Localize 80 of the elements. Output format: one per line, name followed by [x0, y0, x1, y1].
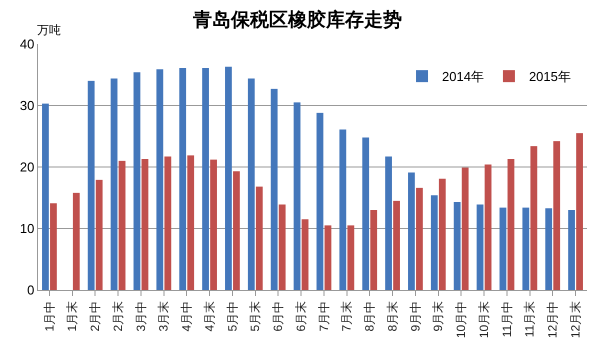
bar — [72, 192, 80, 290]
x-tick-label: 11月末 — [522, 300, 537, 338]
x-tick-label: 4月中 — [180, 300, 194, 332]
bar — [164, 156, 172, 290]
x-tick-label: 5月中 — [225, 300, 240, 332]
bar — [225, 66, 232, 290]
bar — [454, 202, 461, 290]
bar — [270, 88, 278, 290]
bar — [484, 164, 492, 290]
bar — [568, 210, 575, 290]
x-tick-label: 11月中 — [500, 300, 514, 338]
bar — [324, 225, 332, 290]
x-tick-label: 8月末 — [385, 300, 400, 332]
chart-title: 青岛保税区橡胶库存走势 — [192, 8, 402, 31]
x-tick-label: 12月中 — [546, 300, 560, 338]
y-tick-label: 0 — [27, 282, 34, 298]
bar — [500, 208, 506, 290]
bar — [393, 200, 400, 290]
bar — [416, 188, 423, 290]
y-tick-label: 20 — [20, 160, 34, 175]
bar — [142, 159, 148, 290]
bar — [42, 104, 49, 290]
x-tick-label: 3月中 — [134, 300, 148, 332]
x-tick-label: 2月中 — [88, 300, 102, 332]
x-tick-label: 9月中 — [408, 300, 422, 332]
legend-label: 2015年 — [528, 69, 571, 84]
bar — [110, 78, 118, 290]
x-tick-label: 7月末 — [340, 300, 354, 332]
bar — [508, 159, 514, 290]
y-tick-label: 40 — [20, 36, 34, 52]
x-tick-label: 10月末 — [476, 300, 491, 338]
y-axis-title: 万吨 — [37, 23, 61, 37]
bar — [370, 210, 378, 290]
x-tick-label: 2月末 — [110, 300, 125, 332]
x-tick-label: 6月中 — [271, 300, 286, 332]
bar — [522, 208, 530, 290]
legend-label: 2014年 — [442, 69, 484, 84]
bar — [202, 68, 209, 290]
bar — [134, 72, 140, 290]
bar — [294, 102, 300, 290]
x-tick-label: 6月末 — [294, 300, 308, 332]
bar — [576, 133, 583, 290]
bar — [248, 78, 255, 290]
x-tick-label: 3月末 — [156, 300, 171, 332]
x-tick-label: 7月中 — [316, 300, 331, 332]
bar — [96, 180, 103, 290]
x-tick-label: 9月末 — [431, 300, 446, 332]
bar — [362, 137, 370, 290]
bar — [545, 208, 552, 290]
x-tick-label: 12月末 — [568, 300, 582, 338]
bar — [438, 178, 446, 290]
bar — [156, 69, 164, 290]
x-tick-label: 1月中 — [42, 300, 56, 332]
bar — [278, 204, 286, 290]
bar — [233, 171, 240, 290]
bar — [88, 80, 95, 290]
bar — [408, 172, 415, 290]
bar — [187, 155, 194, 290]
x-tick-label: 8月中 — [362, 300, 377, 332]
bar — [347, 225, 354, 290]
x-tick-label: 5月末 — [248, 300, 262, 332]
bar — [302, 219, 308, 290]
bar — [462, 168, 469, 290]
bar — [50, 203, 57, 290]
bar — [430, 195, 438, 290]
bar — [256, 186, 263, 290]
bar — [530, 146, 538, 290]
bar — [179, 68, 186, 290]
bar — [385, 156, 392, 290]
x-tick-label: 1月末 — [65, 300, 80, 332]
bar — [553, 141, 560, 290]
bar — [316, 112, 324, 290]
bar — [118, 160, 126, 290]
bar — [339, 129, 346, 290]
bar — [476, 204, 484, 290]
y-tick-label: 10 — [20, 221, 34, 236]
y-tick-label: 30 — [20, 98, 34, 114]
x-tick-label: 4月末 — [202, 300, 216, 332]
x-tick-label: 10月中 — [454, 300, 468, 338]
bar — [210, 160, 217, 290]
